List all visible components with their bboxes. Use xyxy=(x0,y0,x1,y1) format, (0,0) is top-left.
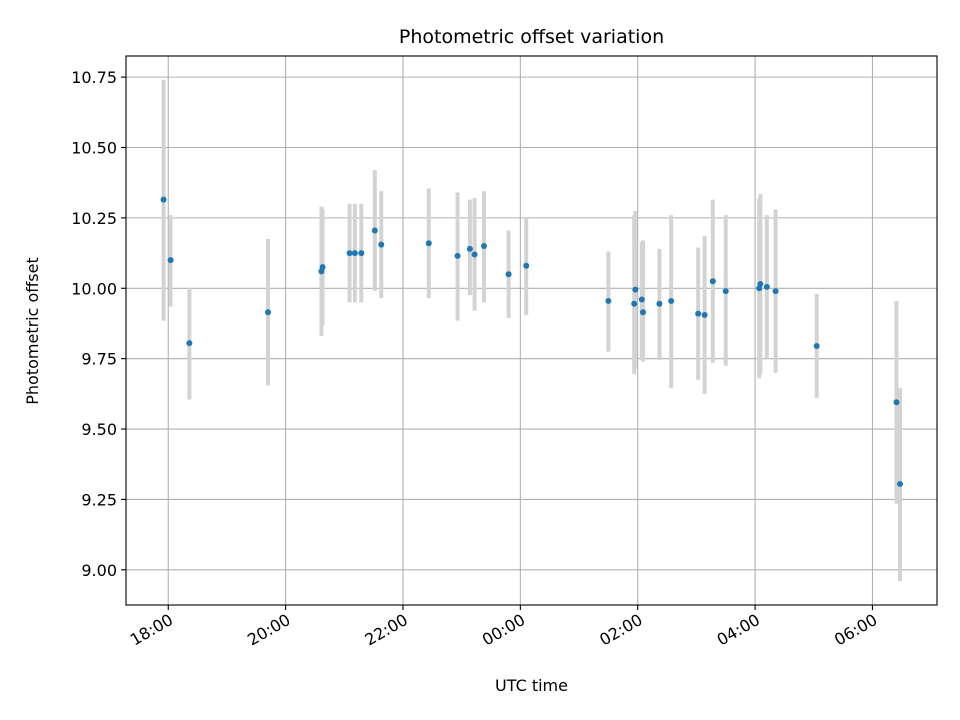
y-tick-label: 10.50 xyxy=(71,139,117,158)
data-point xyxy=(638,296,645,303)
data-point xyxy=(763,283,770,290)
plot-frame xyxy=(125,55,938,606)
data-point xyxy=(160,196,167,203)
data-point xyxy=(757,281,764,288)
data-point xyxy=(186,340,193,347)
data-point xyxy=(709,278,716,285)
data-point xyxy=(358,250,365,257)
grid-lines xyxy=(126,56,937,605)
data-point xyxy=(897,480,904,487)
data-point xyxy=(668,297,675,304)
data-point xyxy=(319,264,326,271)
y-tick-label: 10.25 xyxy=(71,209,117,228)
data-point xyxy=(813,342,820,349)
data-point xyxy=(631,300,638,307)
data-point xyxy=(893,399,900,406)
y-axis: 9.00 9.25 9.50 9.75 10.00 10.25 10.50 10.75 xyxy=(71,68,126,580)
data-point xyxy=(351,250,358,257)
data-point xyxy=(772,288,779,295)
data-point xyxy=(466,245,473,252)
y-tick-label: 9.75 xyxy=(81,350,117,369)
chart-title: Photometric offset variation xyxy=(399,26,664,48)
data-point xyxy=(695,310,702,317)
x-axis-label: UTC time xyxy=(495,676,568,695)
data-point xyxy=(632,286,639,293)
y-tick-label: 9.00 xyxy=(81,561,117,580)
data-point xyxy=(378,241,385,248)
data-point xyxy=(505,271,512,278)
data-points xyxy=(160,196,904,487)
data-point xyxy=(471,251,478,258)
data-point xyxy=(265,309,272,316)
data-point xyxy=(656,300,663,307)
data-point xyxy=(346,250,353,257)
data-point xyxy=(722,288,729,295)
data-point xyxy=(523,262,530,269)
data-point xyxy=(701,312,708,319)
data-point xyxy=(454,252,461,259)
data-point xyxy=(605,297,612,304)
data-point xyxy=(480,243,487,250)
y-tick-label: 9.50 xyxy=(81,420,117,439)
data-point xyxy=(425,240,432,247)
data-point xyxy=(371,227,378,234)
y-tick-label: 10.75 xyxy=(71,68,117,87)
y-tick-label: 10.00 xyxy=(71,279,117,298)
data-point xyxy=(167,257,174,264)
y-axis-label: Photometric offset xyxy=(23,257,42,405)
data-point xyxy=(639,309,646,316)
y-tick-label: 9.25 xyxy=(81,490,117,509)
